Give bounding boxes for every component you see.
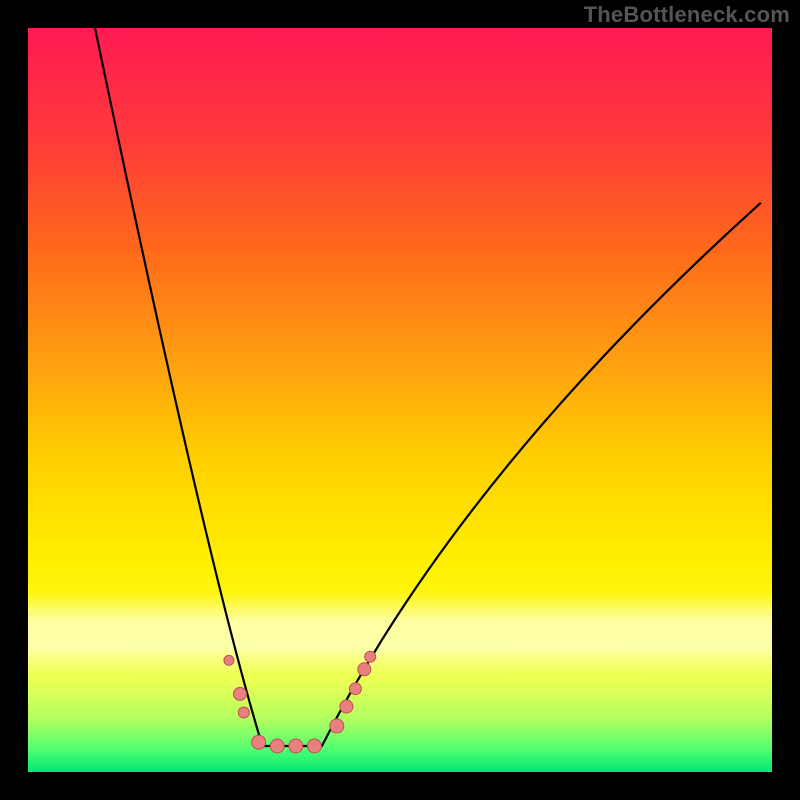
data-point bbox=[238, 707, 249, 718]
data-point bbox=[340, 700, 353, 713]
data-point bbox=[252, 735, 266, 749]
data-point bbox=[270, 739, 284, 753]
highlight-band bbox=[28, 592, 772, 677]
data-point bbox=[365, 651, 376, 662]
data-point bbox=[330, 719, 344, 733]
chart-svg bbox=[0, 0, 800, 800]
data-point bbox=[224, 655, 234, 665]
watermark-text: TheBottleneck.com bbox=[584, 2, 790, 28]
data-point bbox=[289, 739, 303, 753]
data-point bbox=[307, 739, 321, 753]
data-point bbox=[349, 683, 361, 695]
data-point bbox=[358, 663, 371, 676]
data-point bbox=[234, 687, 247, 700]
chart-stage: TheBottleneck.com bbox=[0, 0, 800, 800]
